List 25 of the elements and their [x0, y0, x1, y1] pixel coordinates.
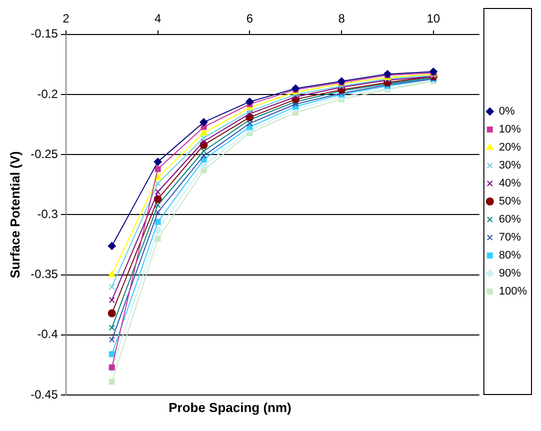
- y-axis-title: Surface Potential (V): [7, 151, 22, 278]
- legend-label: 80%: [498, 250, 522, 262]
- x-tick-label: 8: [338, 12, 346, 26]
- y-tick-label: -0.35: [30, 267, 58, 282]
- x-axis-title: Probe Spacing (nm): [168, 400, 292, 415]
- y-tick-label: -0.15: [30, 26, 58, 41]
- x-tick-label: 10: [426, 12, 440, 26]
- x-tick-label: 2: [62, 12, 70, 26]
- x-tick-label: 4: [154, 12, 162, 26]
- y-tick-label: -0.3: [37, 207, 58, 222]
- y-tick-label: -0.4: [37, 327, 58, 342]
- y-tick-label: -0.2: [37, 86, 58, 101]
- legend-label: 100%: [498, 286, 528, 298]
- x-tick-label: 6: [246, 12, 254, 26]
- legend-label: 90%: [498, 268, 522, 280]
- legend-label: 60%: [498, 214, 522, 226]
- legend-label: 10%: [498, 124, 522, 136]
- y-tick-label: -0.45: [30, 387, 58, 402]
- legend-label: 70%: [498, 232, 522, 244]
- legend-label: 30%: [498, 160, 522, 172]
- legend-label: 40%: [498, 178, 522, 190]
- legend-label: 0%: [498, 106, 515, 118]
- legend-label: 50%: [498, 196, 522, 208]
- legend-label: 20%: [498, 142, 522, 154]
- y-tick-label: -0.25: [30, 146, 58, 161]
